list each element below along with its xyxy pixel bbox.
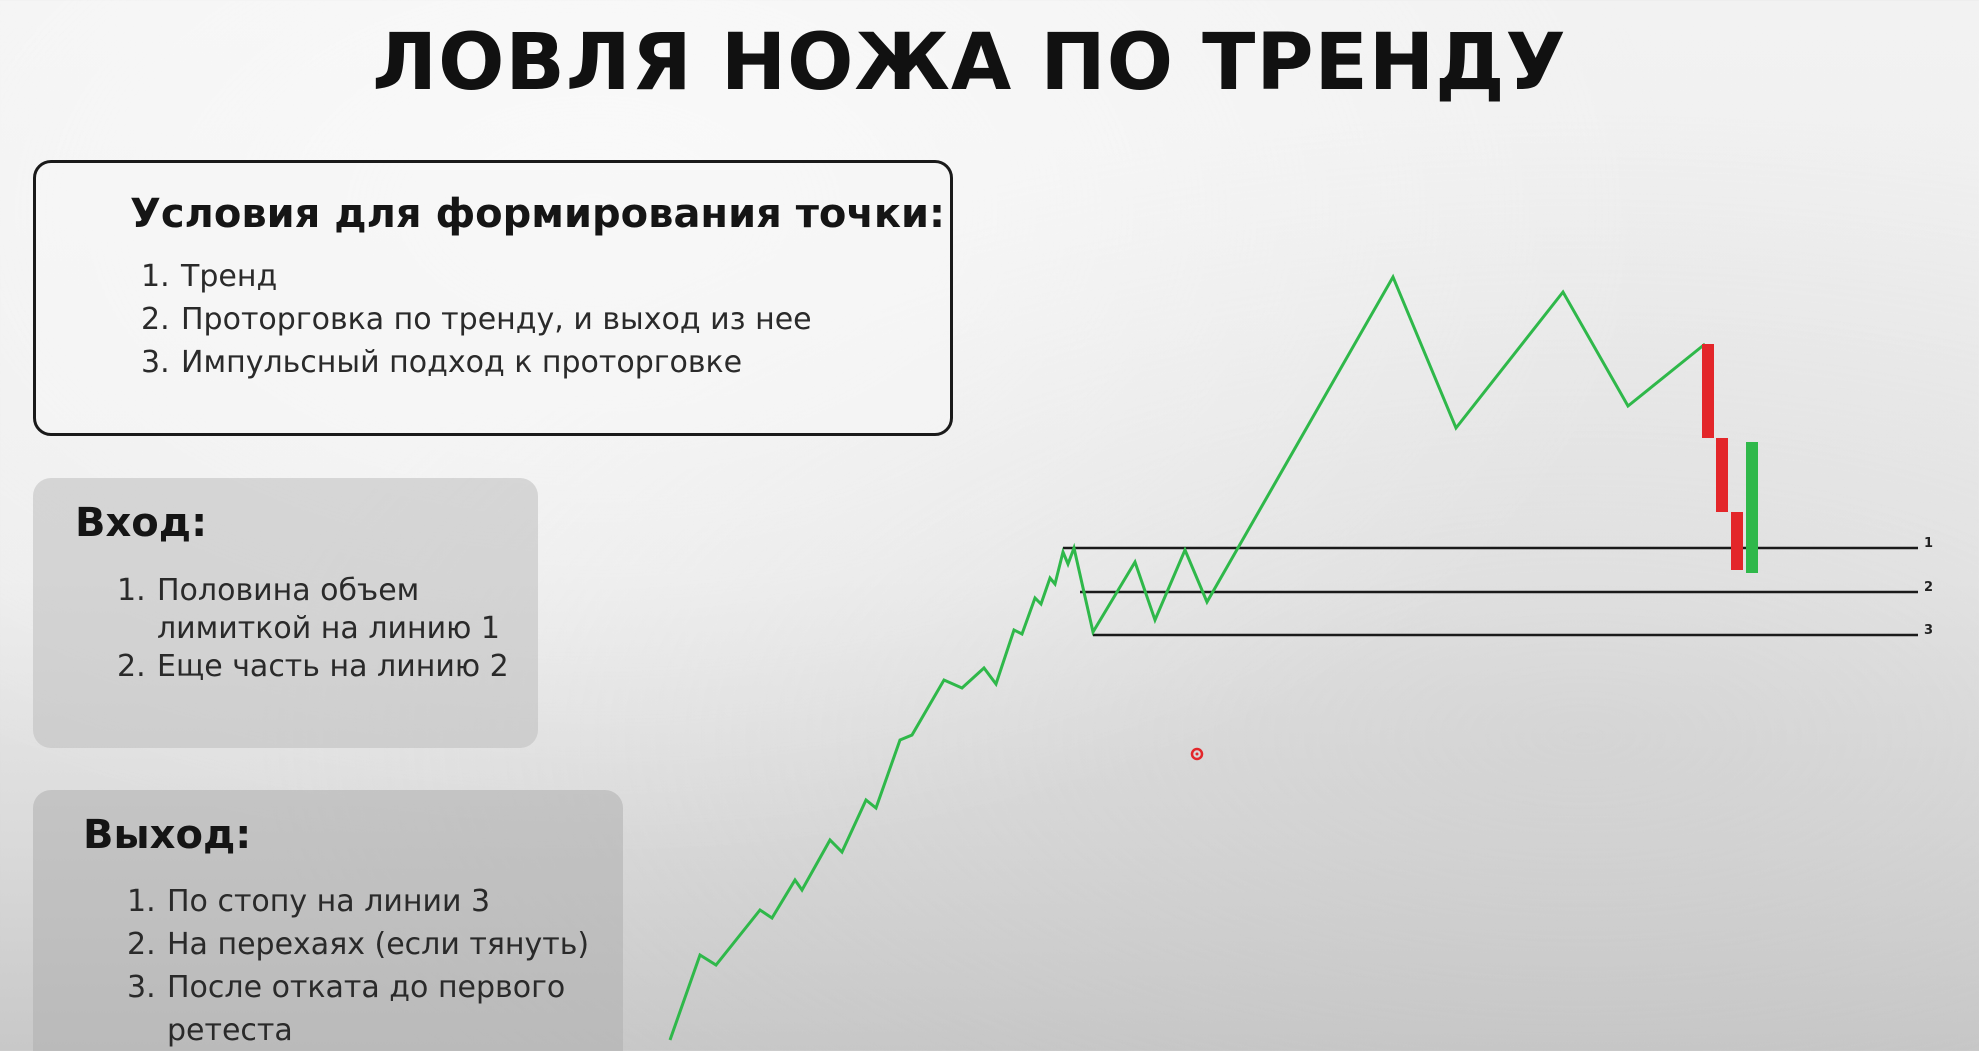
exit-box: Выход: 1. По стопу на линии 3 2. На переха…	[33, 790, 623, 1051]
conditions-heading: Условия для формирования точки:	[130, 191, 945, 237]
cursor-dot	[1195, 752, 1199, 756]
down-candle-1	[1702, 344, 1714, 438]
exit-list: 1. По стопу на линии 3 2. На перехаях (есл…	[83, 880, 623, 1051]
down-candle-3	[1731, 512, 1743, 570]
item-text-continued: ретеста	[167, 1013, 293, 1048]
item-text: После отката до первого	[167, 970, 566, 1005]
item-number: 3.	[127, 970, 156, 1005]
level-label-3: 3	[1924, 623, 1933, 638]
list-item: 1. Тренд	[141, 255, 950, 298]
item-number: 2.	[117, 649, 146, 684]
item-text-continued: лимиткой на линию 1	[157, 611, 500, 646]
item-text: Половина объем	[157, 573, 420, 608]
item-number: 1.	[127, 884, 156, 919]
entry-box: Вход: 1. Половина объем лимиткой на линию …	[33, 478, 538, 748]
item-number: 2.	[127, 927, 156, 962]
list-item: 3. Импульсный подход к проторговке	[141, 341, 950, 384]
entry-heading: Вход:	[75, 500, 208, 546]
item-text: Импульсный подход к проторговке	[181, 345, 743, 380]
item-text: Тренд	[181, 259, 278, 294]
item-number: 1.	[117, 573, 146, 608]
conditions-box: Условия для формирования точки: 1. Тренд …	[33, 160, 953, 436]
item-text: На перехаях (если тянуть)	[167, 927, 590, 962]
list-item: 2. Еще часть на линию 2	[117, 648, 538, 686]
item-text: Проторговка по тренду, и выход из нее	[181, 302, 812, 337]
up-candle	[1746, 442, 1758, 573]
list-item: 1. Половина объем лимиткой на линию 1	[117, 572, 538, 648]
item-text: Еще часть на линию 2	[157, 649, 509, 684]
list-item: 1. По стопу на линии 3	[127, 880, 623, 923]
down-candle-2	[1716, 438, 1728, 512]
cursor-indicator	[1190, 747, 1204, 761]
exit-heading: Выход:	[83, 812, 252, 858]
item-text: По стопу на линии 3	[167, 884, 491, 919]
level-label-2: 2	[1924, 580, 1933, 595]
price-trend-line	[668, 273, 1706, 1041]
page-title: ЛОВЛЯ НОЖА ПО ТРЕНДУ	[372, 18, 1567, 108]
level-label-1: 1	[1924, 536, 1933, 551]
conditions-list: 1. Тренд 2. Проторговка по тренду, и выход…	[96, 255, 950, 384]
item-number: 3.	[141, 345, 170, 380]
list-item: 3. После отката до первого ретеста	[127, 966, 623, 1051]
entry-list: 1. Половина объем лимиткой на линию 1 2. Ещ…	[75, 572, 538, 686]
list-item: 2. Проторговка по тренду, и выход из нее	[141, 298, 950, 341]
item-number: 1.	[141, 259, 170, 294]
list-item: 2. На перехаях (если тянуть)	[127, 923, 623, 966]
item-number: 2.	[141, 302, 170, 337]
